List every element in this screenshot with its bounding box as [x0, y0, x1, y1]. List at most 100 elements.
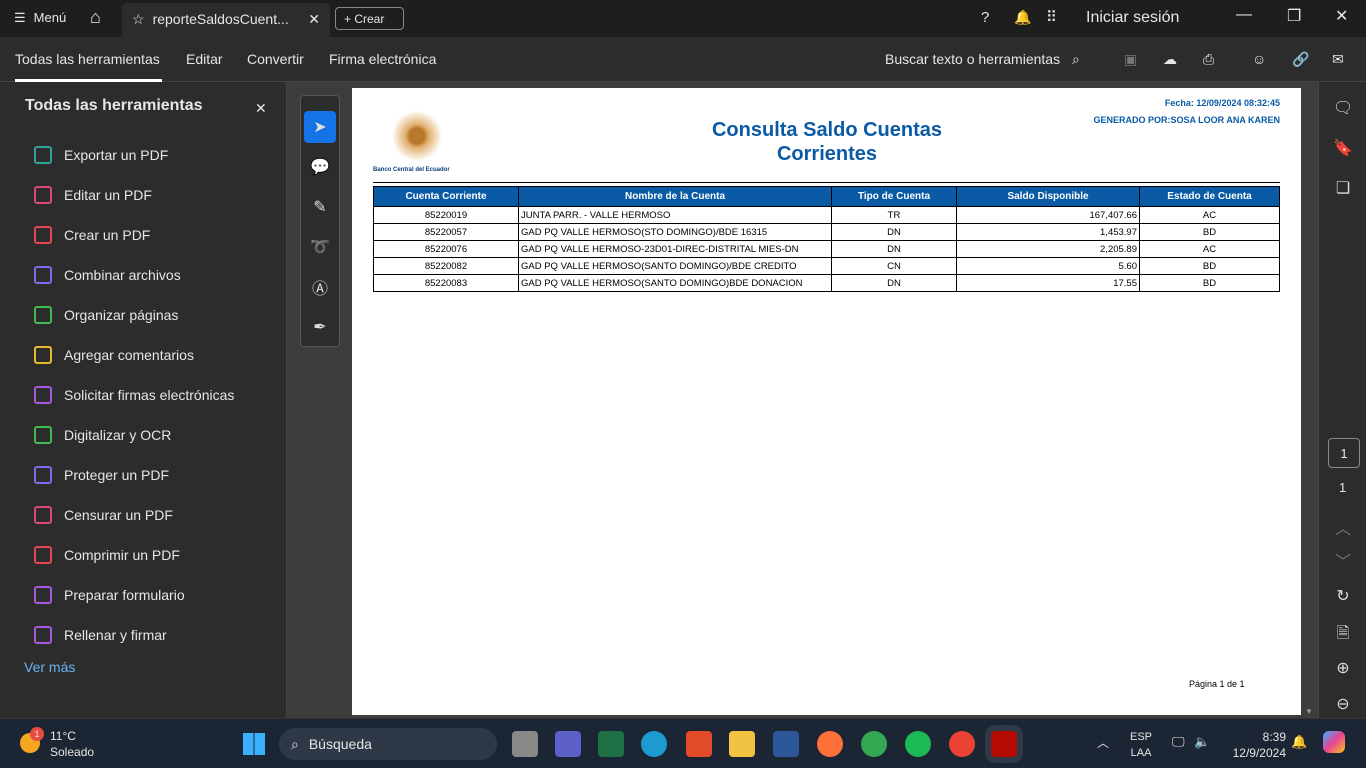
- table-cell: GAD PQ VALLE HERMOSO-23D01-DIREC-DISTRIT…: [518, 240, 832, 258]
- acrobat-icon[interactable]: [985, 725, 1023, 763]
- text-select-icon[interactable]: Ⓐ: [311, 281, 328, 298]
- start-windows-icon[interactable]: [243, 733, 265, 755]
- tool-icon: [34, 586, 52, 604]
- highlight-pen-icon[interactable]: ✎: [313, 199, 327, 216]
- sidebar-item-label: Preparar formulario: [64, 587, 185, 603]
- sidebar-item-1[interactable]: Editar un PDF: [34, 183, 152, 207]
- close-panel-icon[interactable]: ✕: [255, 100, 267, 116]
- save-icon[interactable]: ▣: [1124, 51, 1138, 67]
- print-icon[interactable]: ⎙: [1203, 51, 1215, 67]
- generated-by: GENERADO POR:SOSA LOOR ANA KAREN: [1093, 115, 1280, 125]
- taskbar-search[interactable]: ⌕ Búsqueda: [279, 728, 497, 760]
- star-icon[interactable]: ☆: [132, 11, 145, 27]
- volume-icon[interactable]: 🔈: [1194, 734, 1211, 749]
- weather-badge: 1: [30, 727, 44, 741]
- table-cell: AC: [1139, 240, 1280, 258]
- edge-icon[interactable]: [641, 731, 667, 757]
- home-icon[interactable]: ⌂: [90, 7, 101, 27]
- tray-chevron-icon[interactable]: ︿: [1097, 736, 1110, 750]
- upload-cloud-icon[interactable]: ☁: [1163, 51, 1177, 67]
- pages-icon[interactable]: ❏: [1335, 180, 1351, 197]
- apps-grid-icon[interactable]: ⠿: [1046, 9, 1057, 26]
- word-icon[interactable]: [773, 731, 799, 757]
- spotify-icon[interactable]: [905, 731, 931, 757]
- draw-lasso-icon[interactable]: ➰: [310, 239, 330, 256]
- sidebar-item-7[interactable]: Digitalizar y OCR: [34, 423, 171, 447]
- bell-icon[interactable]: 🔔: [1014, 9, 1032, 25]
- close-window-icon[interactable]: ✕: [1335, 8, 1349, 25]
- excel-icon[interactable]: [598, 731, 624, 757]
- tool-icon: [34, 466, 52, 484]
- menu-button[interactable]: ☰ Menú: [14, 10, 67, 25]
- search-tools[interactable]: Buscar texto o herramientas: [885, 51, 1061, 67]
- bank-logo: [388, 110, 446, 162]
- zoom-out-icon[interactable]: ⊖: [1336, 696, 1350, 713]
- table-cell: BD: [1139, 223, 1280, 241]
- vertical-scrollbar[interactable]: ▼: [1305, 707, 1313, 716]
- zoom-in-icon[interactable]: ⊕: [1336, 660, 1350, 677]
- table-cell: 17.55: [956, 274, 1140, 292]
- select-tool-icon[interactable]: ➤: [304, 111, 336, 143]
- mail-icon[interactable]: ✉: [1332, 51, 1344, 67]
- sidebar-item-3[interactable]: Combinar archivos: [34, 263, 181, 287]
- document-tab[interactable]: ☆ reporteSaldosCuent... ✕: [122, 3, 330, 37]
- sidebar-item-11[interactable]: Preparar formulario: [34, 583, 185, 607]
- right-rail: 🗨 🔖 ❏ 1 1 ︿ ﹀ ↻ 🗎 ⊕ ⊖: [1318, 82, 1366, 718]
- weather-temp: 11°C: [50, 729, 76, 743]
- link-icon[interactable]: 🔗: [1292, 51, 1310, 67]
- page-extract-icon[interactable]: 🗎: [1336, 625, 1350, 642]
- teams-icon[interactable]: [555, 731, 581, 757]
- see-more-link[interactable]: Ver más: [24, 659, 76, 675]
- add-comment-icon[interactable]: 💬: [310, 159, 330, 176]
- copilot-icon[interactable]: [1323, 731, 1345, 753]
- sidebar-item-8[interactable]: Proteger un PDF: [34, 463, 169, 487]
- task-view-icon[interactable]: [512, 731, 538, 757]
- sidebar-item-12[interactable]: Rellenar y firmar: [34, 623, 167, 647]
- page-number-input[interactable]: 1: [1328, 438, 1360, 468]
- comments-icon[interactable]: 🗨: [1333, 100, 1354, 117]
- close-tab-icon[interactable]: ✕: [308, 11, 320, 27]
- share-user-icon[interactable]: ☺: [1252, 51, 1267, 67]
- chrome-profile-icon[interactable]: [949, 731, 975, 757]
- column-header: Cuenta Corriente: [373, 186, 519, 207]
- page-footer: Página 1 de 1: [1189, 679, 1245, 689]
- minimize-icon[interactable]: —: [1236, 6, 1252, 23]
- sidebar-item-5[interactable]: Agregar comentarios: [34, 343, 194, 367]
- tab-edit[interactable]: Editar: [186, 51, 223, 67]
- sidebar-item-2[interactable]: Crear un PDF: [34, 223, 150, 247]
- tool-icon: [34, 146, 52, 164]
- toolbar: Todas las herramientas Editar Convertir …: [0, 37, 1366, 82]
- bank-name: Banco Central del Ecuador: [373, 167, 450, 173]
- help-icon[interactable]: ?: [981, 9, 990, 26]
- rotate-icon[interactable]: ↻: [1336, 588, 1350, 605]
- restore-icon[interactable]: ❐: [1287, 8, 1302, 25]
- bookmarks-icon[interactable]: 🔖: [1333, 140, 1353, 157]
- clock[interactable]: 8:39 12/9/2024: [1232, 730, 1286, 760]
- report-date: Fecha: 12/09/2024 08:32:45: [1164, 98, 1280, 108]
- language-indicator[interactable]: ESP LAA: [1130, 731, 1153, 759]
- report-title: Consulta Saldo Cuentas Corrientes: [711, 119, 943, 165]
- sidebar-item-4[interactable]: Organizar páginas: [34, 303, 178, 327]
- table-cell: GAD PQ VALLE HERMOSO(SANTO DOMINGO)/BDE …: [518, 257, 832, 275]
- sidebar-item-0[interactable]: Exportar un PDF: [34, 143, 168, 167]
- chevron-up-icon[interactable]: ︿: [1334, 521, 1351, 538]
- firefox-icon[interactable]: [817, 731, 843, 757]
- chrome-icon[interactable]: [861, 731, 887, 757]
- tab-all-tools[interactable]: Todas las herramientas: [15, 51, 160, 67]
- tab-convert[interactable]: Convertir: [247, 51, 304, 67]
- pdf-page: Banco Central del Ecuador Consulta Saldo…: [352, 88, 1301, 715]
- create-button[interactable]: + Crear: [335, 7, 404, 30]
- sidebar-item-10[interactable]: Comprimir un PDF: [34, 543, 180, 567]
- sign-in-button[interactable]: Iniciar sesión: [1086, 9, 1180, 26]
- search-icon[interactable]: ⌕: [1072, 51, 1080, 67]
- network-icon[interactable]: 🖵: [1172, 734, 1185, 749]
- windows-taskbar: 1 11°C Soleado ⌕ Búsqueda ︿ ESP LAA 🖵 🔈 8:…: [0, 718, 1366, 768]
- acrobat-alt-icon[interactable]: [686, 731, 712, 757]
- sidebar-item-6[interactable]: Solicitar firmas electrónicas: [34, 383, 234, 407]
- sidebar-item-9[interactable]: Censurar un PDF: [34, 503, 173, 527]
- tab-e-sign[interactable]: Firma electrónica: [329, 51, 437, 67]
- chevron-down-icon[interactable]: ﹀: [1334, 554, 1351, 571]
- file-explorer-icon[interactable]: [729, 731, 755, 757]
- notifications-bell-icon[interactable]: 🔔: [1291, 734, 1308, 749]
- sign-icon[interactable]: ✒: [313, 319, 327, 336]
